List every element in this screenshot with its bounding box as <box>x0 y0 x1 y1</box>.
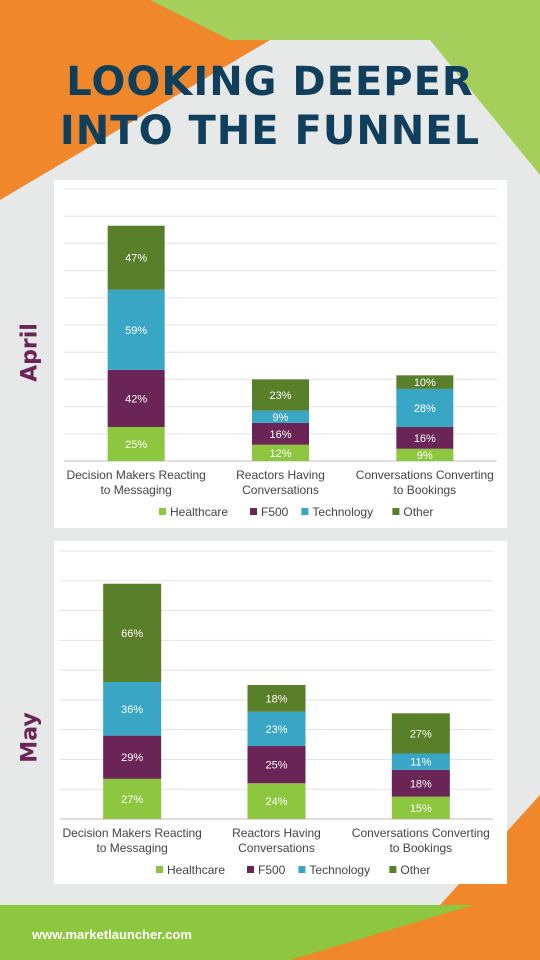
bar-other-2 <box>252 379 309 411</box>
data-label: 18% <box>265 693 287 705</box>
bar-healthcare-3 <box>396 448 454 461</box>
april-chart-panel: 25% 42% 59% 47% Decision Makers Reacting to M… <box>54 180 507 528</box>
bar-healthcare-2 <box>247 783 306 819</box>
bar-other-3 <box>396 375 454 389</box>
bar-technology-1 <box>103 682 162 736</box>
left-orange-triangle <box>0 40 270 200</box>
legend-label-healthcare: Healthcare <box>167 863 225 877</box>
data-label: 9% <box>417 450 433 462</box>
bar-other-2 <box>247 685 306 712</box>
bar-technology-2 <box>247 711 306 747</box>
legend-label-healthcare: Healthcare <box>170 505 228 519</box>
data-label: 25% <box>265 760 287 772</box>
april-month-label: April <box>17 323 43 382</box>
bar-f500-3 <box>396 427 454 449</box>
category-label: Reactors Having <box>232 826 321 840</box>
data-label: 10% <box>414 377 436 389</box>
data-label: 16% <box>269 429 291 441</box>
data-label: 47% <box>125 253 147 265</box>
bar-other-3 <box>391 713 450 754</box>
legend-swatch-technology <box>298 866 306 873</box>
legend-label-other: Other <box>400 863 430 877</box>
category-label: Reactors Having <box>236 468 325 482</box>
data-label: 24% <box>265 796 287 808</box>
page-title-line1: LOOKING DEEPER <box>66 59 474 105</box>
data-label: 25% <box>125 439 147 451</box>
data-label: 23% <box>269 390 291 402</box>
bar-other-1 <box>107 225 165 290</box>
may-month-label: May <box>17 712 43 763</box>
data-label: 36% <box>121 704 143 716</box>
legend-label-technology: Technology <box>309 863 370 877</box>
legend-swatch-other <box>392 508 400 515</box>
bar-f500-2 <box>252 422 309 445</box>
data-label: 29% <box>121 752 143 764</box>
data-label: 15% <box>410 803 432 815</box>
bar-healthcare-2 <box>252 444 309 461</box>
may-chart-panel: 27% 29% 36% 66% Decision Makers Reacting to M… <box>54 541 507 884</box>
data-label: 16% <box>414 433 436 445</box>
category-label: to Messaging <box>96 841 167 855</box>
category-label: Conversations <box>238 841 315 855</box>
bar-technology-3 <box>396 388 454 427</box>
data-label: 18% <box>410 778 432 790</box>
bar-f500-1 <box>103 735 162 779</box>
legend-label-other: Other <box>403 505 433 519</box>
bar-technology-1 <box>107 289 165 370</box>
data-label: 11% <box>410 757 431 769</box>
category-label: Decision Makers Reacting <box>66 468 205 482</box>
bar-technology-2 <box>252 410 309 423</box>
data-label: 28% <box>414 403 436 415</box>
bar-other-1 <box>103 583 162 683</box>
right-green-triangle <box>430 40 540 175</box>
top-green-band <box>150 0 540 40</box>
legend-swatch-healthcare <box>156 866 163 873</box>
data-label: 59% <box>125 325 147 337</box>
category-label: Conversations Converting <box>356 468 494 482</box>
website-link[interactable]: www.marketlauncher.com <box>32 927 192 942</box>
legend-label-f500: F500 <box>261 505 289 519</box>
legend-swatch-f500 <box>250 508 257 515</box>
data-label: 12% <box>269 448 291 460</box>
legend-label-technology: Technology <box>312 505 373 519</box>
legend-swatch-technology <box>301 508 309 515</box>
bar-f500-3 <box>391 769 450 797</box>
bar-f500-2 <box>247 746 306 784</box>
legend-swatch-healthcare <box>159 508 166 515</box>
data-label: 27% <box>121 794 143 806</box>
page-title-line2: INTO THE FUNNEL <box>59 108 481 154</box>
data-label: 27% <box>410 728 432 740</box>
footer-orange-wedge <box>290 885 540 960</box>
data-label: 42% <box>125 393 147 405</box>
bar-healthcare-1 <box>107 427 165 461</box>
data-label: 66% <box>121 628 143 640</box>
category-label: to Bookings <box>389 841 452 855</box>
legend-label-f500: F500 <box>258 863 286 877</box>
data-label: 9% <box>273 412 289 424</box>
category-label: Conversations Converting <box>352 826 490 840</box>
bar-f500-1 <box>107 369 165 427</box>
bar-healthcare-1 <box>103 778 162 819</box>
legend-swatch-other <box>389 866 397 873</box>
category-label: Conversations <box>242 483 319 497</box>
category-label: to Messaging <box>100 483 171 497</box>
legend-swatch-f500 <box>247 866 254 873</box>
data-label: 23% <box>265 724 287 736</box>
category-label: Decision Makers Reacting <box>62 826 201 840</box>
bar-technology-3 <box>391 753 450 770</box>
category-label: to Bookings <box>393 483 456 497</box>
bar-healthcare-3 <box>391 796 450 819</box>
